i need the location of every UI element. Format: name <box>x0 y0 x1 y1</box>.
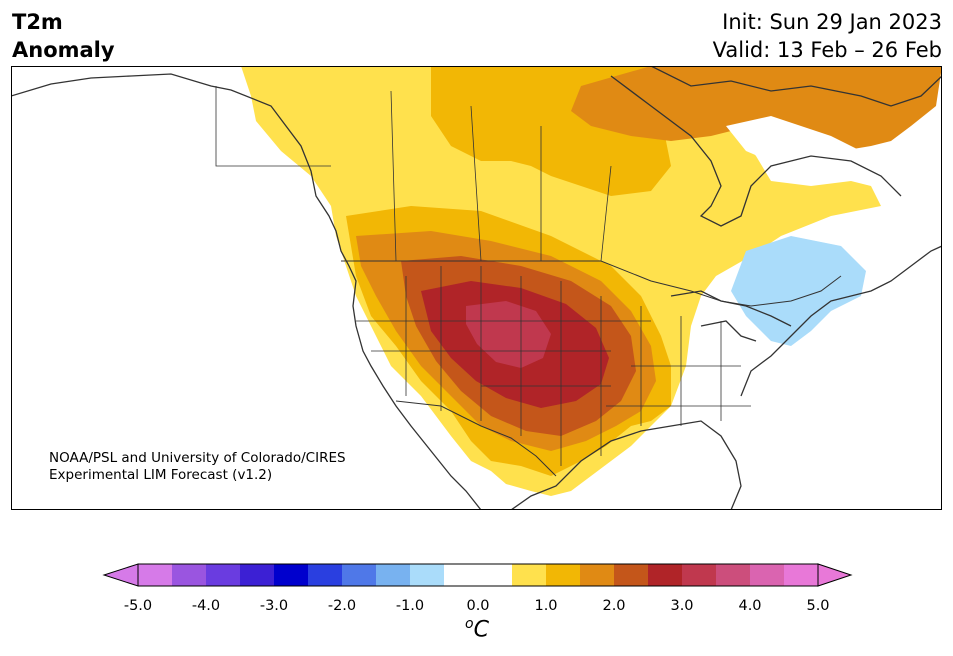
colorbar-ticks: -5.0 -4.0 -3.0 -2.0 -1.0 0.0 1.0 2.0 3.0 4.0 5.0 <box>0 598 953 618</box>
colorbar-tick-label: -1.0 <box>395 598 425 614</box>
us-canada-border <box>341 260 842 307</box>
colorbar-swatch <box>750 564 785 586</box>
colorbar <box>102 563 853 587</box>
us-mexico-border <box>395 400 557 477</box>
colorbar-swatch <box>308 564 343 586</box>
colorbar-tick-label: -4.0 <box>191 598 221 614</box>
neutral-area-west-pacific <box>11 276 451 510</box>
coastline-atlantic <box>740 245 942 397</box>
colorbar-tick-label: 3.0 <box>670 598 694 614</box>
colorbar-swatch <box>580 564 615 586</box>
coastline-west <box>11 73 482 510</box>
colorbar-swatch <box>614 564 649 586</box>
colorbar-swatch <box>342 564 377 586</box>
colorbar-tick-label: 1.0 <box>534 598 558 614</box>
units-degree: o <box>465 616 474 632</box>
colorbar-swatch <box>376 564 411 586</box>
colorbar-tick-label: 5.0 <box>806 598 830 614</box>
colorbar-swatch <box>138 564 173 586</box>
colorbar-swatch <box>546 564 581 586</box>
colorbar-swatch <box>478 564 513 586</box>
colorbar-swatch <box>172 564 207 586</box>
coastline-arctic <box>650 66 942 107</box>
units-letter: C <box>473 617 489 643</box>
coastline-gulf <box>510 420 742 510</box>
colorbar-tick-label: -5.0 <box>123 598 153 614</box>
colorbar-tick-label: 0.0 <box>466 598 490 614</box>
credit-line1: NOAA/PSL and University of Colorado/CIRE… <box>49 450 346 466</box>
colorbar-swatch <box>648 564 683 586</box>
credit-line2: Experimental LIM Forecast (v1.2) <box>49 467 273 483</box>
anomaly-region-cold-05-1 <box>731 236 866 346</box>
title-variable-line2: Anomaly <box>12 38 115 62</box>
colorbar-swatch <box>240 564 275 586</box>
colorbar-swatch <box>274 564 309 586</box>
coastline-hudson-bay <box>610 75 902 227</box>
anomaly-shading <box>11 66 942 510</box>
colorbar-swatch <box>784 564 819 586</box>
us-state-borders <box>356 266 751 466</box>
colorbar-swatch <box>410 564 445 586</box>
forecast-dates: Init: Sun 29 Jan 2023 Valid: 13 Feb – 26… <box>713 8 942 64</box>
valid-date-range: Valid: 13 Feb – 26 Feb <box>712 38 942 62</box>
data-credit: NOAA/PSL and University of Colorado/CIRE… <box>49 450 346 484</box>
colorbar-tick-label: -2.0 <box>327 598 357 614</box>
colorbar-under-arrow <box>102 563 139 587</box>
anomaly-map <box>11 66 942 510</box>
init-date: Init: Sun 29 Jan 2023 <box>722 10 942 34</box>
neutral-area-se <box>571 306 801 510</box>
colorbar-swatch <box>444 564 479 586</box>
colorbar-tick-label: -3.0 <box>259 598 289 614</box>
neutral-area-nw <box>11 86 341 276</box>
colorbar-swatch <box>682 564 717 586</box>
colorbar-swatch <box>512 564 547 586</box>
colorbar-over-arrow <box>817 563 853 587</box>
colorbar-units: oC <box>465 616 489 642</box>
colorbar-frame <box>137 563 819 587</box>
map-frame <box>11 66 942 510</box>
colorbar-swatch <box>206 564 241 586</box>
map-title: T2m Anomaly <box>12 8 115 64</box>
canada-province-borders <box>215 86 612 262</box>
title-variable-line1: T2m <box>12 10 63 34</box>
colorbar-tick-label: 2.0 <box>602 598 626 614</box>
colorbar-swatch <box>716 564 751 586</box>
coastlines-and-borders <box>11 66 942 510</box>
neutral-area-arctic <box>726 116 881 181</box>
colorbar-tick-label: 4.0 <box>738 598 762 614</box>
